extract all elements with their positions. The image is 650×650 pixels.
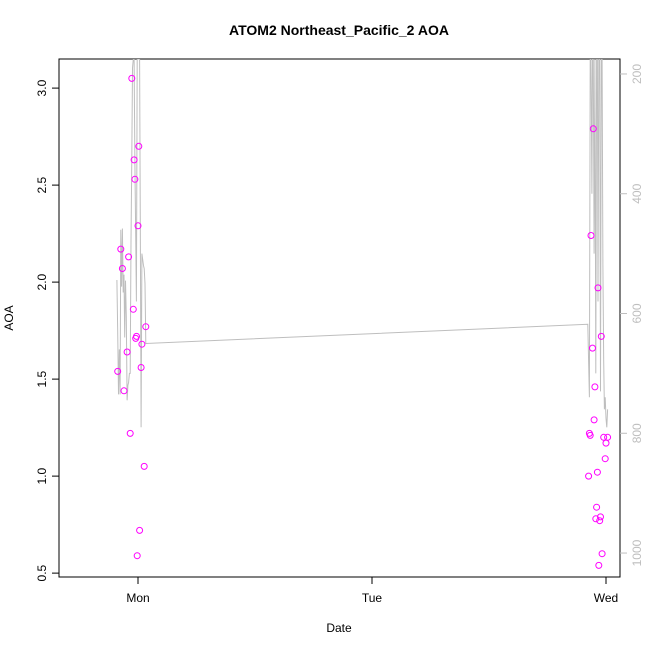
y-tick-label: 3.0 <box>35 79 49 96</box>
aoa-point <box>589 344 596 352</box>
y2-tick-label: 1000 <box>630 539 644 566</box>
y2-axis: 200 400 600 800 1000 <box>620 64 644 566</box>
aoa-point <box>602 439 610 447</box>
aoa-point <box>587 232 595 239</box>
aoa-point <box>591 383 599 391</box>
aoa-point <box>137 364 145 371</box>
depth-line-series <box>116 59 609 428</box>
y-axis: 0.5 1.0 1.5 2.0 2.5 3.0 <box>35 79 59 581</box>
aoa-point <box>120 387 128 395</box>
y2-tick-label: 400 <box>630 183 644 203</box>
y-tick-label: 0.5 <box>35 564 49 581</box>
aoa-point <box>138 340 146 348</box>
y-tick-label: 2.0 <box>35 273 49 290</box>
aoa-point <box>129 305 137 313</box>
aoa-point <box>134 222 142 230</box>
aoa-point <box>596 517 604 525</box>
aoa-point <box>126 429 134 437</box>
aoa-point <box>595 561 603 569</box>
aoa-point <box>585 472 593 480</box>
depth-line <box>116 59 609 428</box>
aoa-point <box>133 552 141 560</box>
aoa-point <box>593 503 601 511</box>
aoa-point-series <box>114 74 612 569</box>
aoa-point <box>135 142 143 150</box>
aoa-point <box>600 433 608 441</box>
aoa-point <box>114 367 122 375</box>
x-tick-label: Mon <box>126 591 149 605</box>
x-axis: Mon Tue Wed <box>126 577 618 605</box>
aoa-point <box>128 74 136 82</box>
aoa-point <box>125 253 133 261</box>
y-axis-label: AOA <box>2 305 16 330</box>
plot-frame <box>58 58 621 578</box>
aoa-point <box>590 416 598 424</box>
aoa-point <box>123 348 131 356</box>
aoa-point <box>142 323 150 331</box>
aoa-point <box>130 156 138 164</box>
y2-tick-label: 200 <box>630 64 644 84</box>
aoa-point <box>136 526 144 534</box>
y-tick-label: 1.0 <box>35 467 49 484</box>
aoa-point <box>118 265 126 272</box>
aoa-point <box>589 125 597 133</box>
aoa-point <box>117 245 125 253</box>
y-tick-label: 2.5 <box>35 176 49 193</box>
chart-title: ATOM2 Northeast_Pacific_2 AOA <box>229 22 449 38</box>
aoa-point <box>597 332 605 340</box>
aoa-point <box>604 433 612 441</box>
aoa-point <box>597 513 604 521</box>
aoa-point <box>598 550 606 558</box>
aoa-point <box>140 462 148 470</box>
x-tick-label: Tue <box>362 591 383 605</box>
aoa-point <box>131 175 139 183</box>
y2-tick-label: 800 <box>630 423 644 443</box>
y-tick-label: 1.5 <box>35 370 49 387</box>
aoa-point <box>593 468 601 476</box>
x-tick-label: Wed <box>594 591 618 605</box>
aoa-point <box>601 455 609 463</box>
aoa-point <box>586 431 594 439</box>
aoa-point <box>133 332 140 340</box>
y2-tick-label: 600 <box>630 303 644 323</box>
x-axis-label: Date <box>326 621 352 635</box>
aoa-point <box>592 515 600 523</box>
aoa-point <box>594 284 602 292</box>
